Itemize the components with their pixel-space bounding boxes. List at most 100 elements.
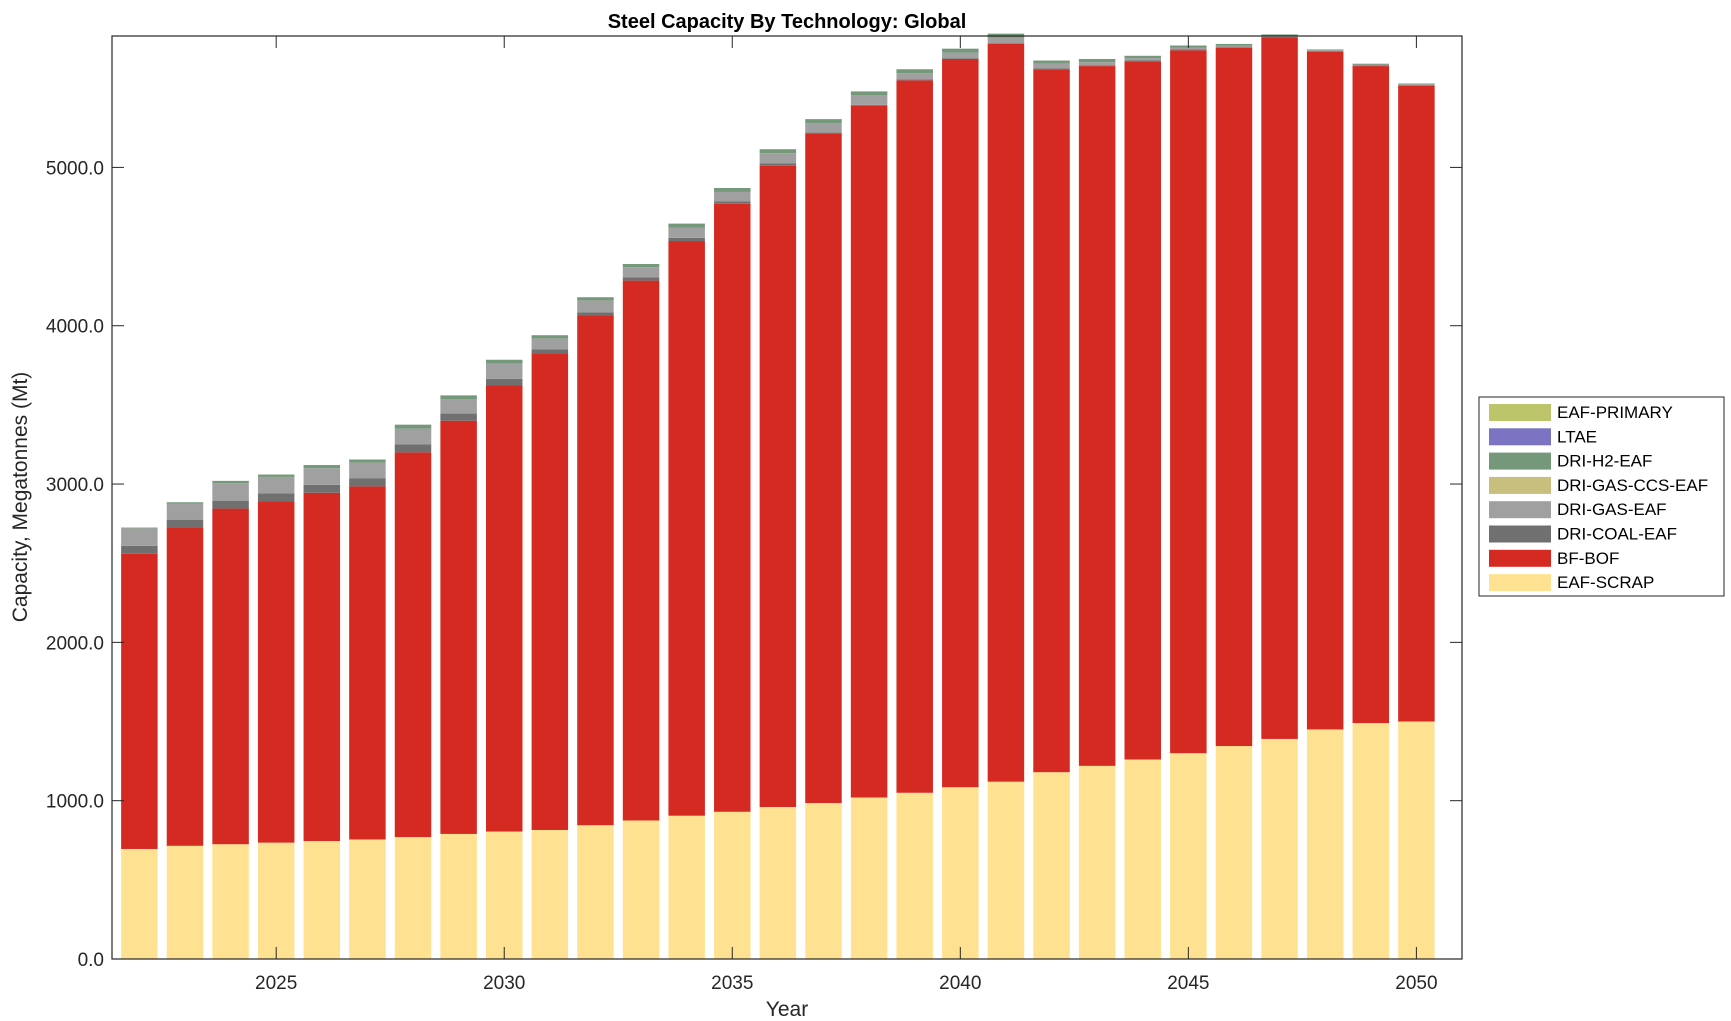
bar-segment-dri-h2-eaf-2026	[303, 465, 341, 469]
bar-segment-dri-gas-eaf-2043	[1078, 62, 1116, 66]
bar-segment-dri-h2-eaf-2039	[896, 69, 933, 74]
legend-swatch-eaf-primary	[1489, 404, 1551, 421]
bar-segment-dri-gas-eaf-2026	[303, 468, 341, 485]
bar-segment-dri-h2-eaf-2033	[622, 263, 660, 268]
legend-label-dri-gas-eaf: DRI-GAS-EAF	[1557, 500, 1667, 519]
legend-swatch-ltae	[1489, 428, 1551, 446]
bar-segment-dri-h2-eaf-2037	[805, 119, 842, 124]
bar-segment-dri-gas-eaf-2050	[1398, 84, 1435, 86]
bar-segment-bf-bof-2046	[1215, 47, 1253, 747]
bar-segment-dri-gas-eaf-2039	[896, 73, 933, 80]
bar-segment-bf-bof-2049	[1352, 66, 1390, 724]
bar-segment-dri-gas-eaf-2049	[1352, 64, 1390, 66]
bar-segment-eaf-scrap-2024	[212, 844, 249, 959]
bar-segment-eaf-scrap-2026	[303, 841, 341, 959]
bar-segment-dri-gas-eaf-2048	[1306, 50, 1344, 52]
bar-segment-dri-coal-eaf-2038	[850, 104, 888, 106]
bar-segment-dri-coal-eaf-2046	[1215, 47, 1253, 48]
bar-segment-dri-gas-eaf-2029	[440, 399, 477, 414]
bar-segment-dri-h2-eaf-2030	[485, 359, 523, 364]
x-tick-label: 2050	[1395, 973, 1437, 994]
bar-segment-eaf-scrap-2029	[440, 833, 477, 959]
legend: EAF-PRIMARY LTAE DRI-H2-EAF DRI-GAS-CCS-EAF…	[1478, 396, 1725, 597]
bar-segment-bf-bof-2041	[987, 43, 1025, 782]
bar-segment-dri-coal-eaf-2036	[759, 163, 797, 166]
bar-segment-dri-h2-eaf-2050	[1398, 83, 1435, 85]
bar-segment-dri-gas-eaf-2025	[257, 476, 295, 494]
bar-segment-eaf-scrap-2037	[805, 803, 842, 959]
bar-segment-dri-h2-eaf-2032	[577, 297, 614, 301]
legend-label-dri-coal-eaf: DRI-COAL-EAF	[1557, 525, 1677, 544]
bar-segment-dri-coal-eaf-2023	[166, 519, 204, 528]
bar-segment-dri-h2-eaf-2027	[349, 459, 386, 463]
bars-layer	[121, 33, 1435, 959]
y-tick-label: 1000.0	[46, 792, 104, 813]
bar-segment-bf-bof-2025	[257, 501, 295, 843]
bar-segment-dri-h2-eaf-2023	[166, 502, 204, 504]
bar-segment-dri-coal-eaf-2045	[1170, 49, 1207, 51]
legend-label-dri-gas-ccs-eaf: DRI-GAS-CCS-EAF	[1557, 476, 1708, 495]
bar-segment-bf-bof-2045	[1170, 50, 1207, 754]
bar-segment-dri-h2-eaf-2038	[850, 91, 888, 96]
y-tick-label: 3000.0	[46, 475, 104, 496]
bar-segment-dri-gas-eaf-2040	[942, 52, 979, 59]
bar-segment-eaf-scrap-2049	[1352, 723, 1390, 959]
bar-segment-eaf-scrap-2030	[485, 831, 523, 959]
bar-segment-dri-h2-eaf-2044	[1124, 55, 1161, 59]
x-axis-title: Year	[766, 998, 808, 1021]
bar-segment-dri-gas-eaf-2022	[121, 528, 158, 546]
y-tick-label: 4000.0	[46, 317, 104, 338]
bar-segment-bf-bof-2048	[1306, 51, 1344, 730]
bar-segment-dri-coal-eaf-2024	[212, 500, 249, 509]
bar-segment-bf-bof-2035	[714, 203, 751, 812]
bar-segment-dri-coal-eaf-2035	[714, 201, 751, 204]
bar-segment-dri-gas-eaf-2033	[622, 267, 660, 278]
bar-segment-bf-bof-2036	[759, 165, 797, 808]
bar-segment-dri-h2-eaf-2035	[714, 187, 751, 192]
bar-segment-eaf-scrap-2042	[1033, 772, 1070, 959]
bar-segment-dri-gas-eaf-2042	[1033, 63, 1070, 69]
bar-segment-dri-h2-eaf-2036	[759, 149, 797, 154]
bar-segment-eaf-scrap-2035	[714, 811, 751, 959]
bar-segment-dri-h2-eaf-2031	[531, 335, 569, 339]
bar-segment-dri-coal-eaf-2037	[805, 132, 842, 134]
bar-segment-eaf-scrap-2022	[121, 848, 158, 959]
bar-segment-dri-h2-eaf-2028	[394, 424, 432, 429]
legend-swatch-dri-gas-eaf	[1489, 501, 1551, 519]
bar-segment-bf-bof-2031	[531, 353, 569, 830]
bar-segment-dri-h2-eaf-2029	[440, 395, 477, 400]
y-tick-label: 2000.0	[46, 633, 104, 654]
bar-segment-eaf-scrap-2031	[531, 829, 569, 959]
bar-segment-dri-coal-eaf-2044	[1124, 60, 1161, 62]
bar-segment-dri-h2-eaf-2025	[257, 474, 295, 477]
bar-segment-eaf-scrap-2047	[1261, 738, 1298, 959]
bar-segment-eaf-scrap-2023	[166, 845, 204, 959]
bar-segment-eaf-scrap-2040	[942, 787, 979, 959]
y-axis-title: Capacity, Megatonnes (Mt)	[9, 372, 32, 623]
bar-segment-dri-h2-eaf-2048	[1306, 49, 1344, 51]
bar-segment-dri-coal-eaf-2034	[668, 237, 705, 242]
bar-segment-bf-bof-2043	[1078, 66, 1116, 766]
bar-segment-bf-bof-2042	[1033, 69, 1070, 773]
bar-segment-dri-gas-eaf-2027	[349, 462, 386, 479]
bar-segment-bf-bof-2047	[1261, 37, 1298, 739]
bar-segment-dri-h2-eaf-2034	[668, 223, 705, 228]
bar-segment-dri-coal-eaf-2028	[394, 444, 432, 453]
bar-segment-eaf-scrap-2027	[349, 839, 386, 959]
bar-segment-bf-bof-2037	[805, 133, 842, 804]
legend-swatch-bf-bof	[1489, 549, 1551, 567]
bar-segment-dri-gas-eaf-2032	[577, 300, 614, 313]
legend-swatch-dri-gas-ccs-eaf	[1489, 476, 1551, 494]
bar-segment-dri-h2-eaf-2046	[1215, 43, 1253, 46]
bar-segment-eaf-scrap-2050	[1398, 721, 1435, 959]
bar-segment-eaf-scrap-2025	[257, 842, 295, 959]
bar-segment-dri-gas-eaf-2034	[668, 227, 705, 238]
bar-segment-bf-bof-2023	[166, 527, 204, 846]
bar-segment-dri-coal-eaf-2033	[622, 277, 660, 281]
bar-segment-dri-gas-eaf-2046	[1215, 45, 1253, 48]
y-tick-label: 0.0	[78, 950, 104, 971]
bar-segment-dri-gas-eaf-2045	[1170, 47, 1207, 50]
bar-segment-dri-gas-eaf-2030	[485, 363, 523, 379]
legend-swatch-dri-h2-eaf	[1489, 452, 1551, 470]
